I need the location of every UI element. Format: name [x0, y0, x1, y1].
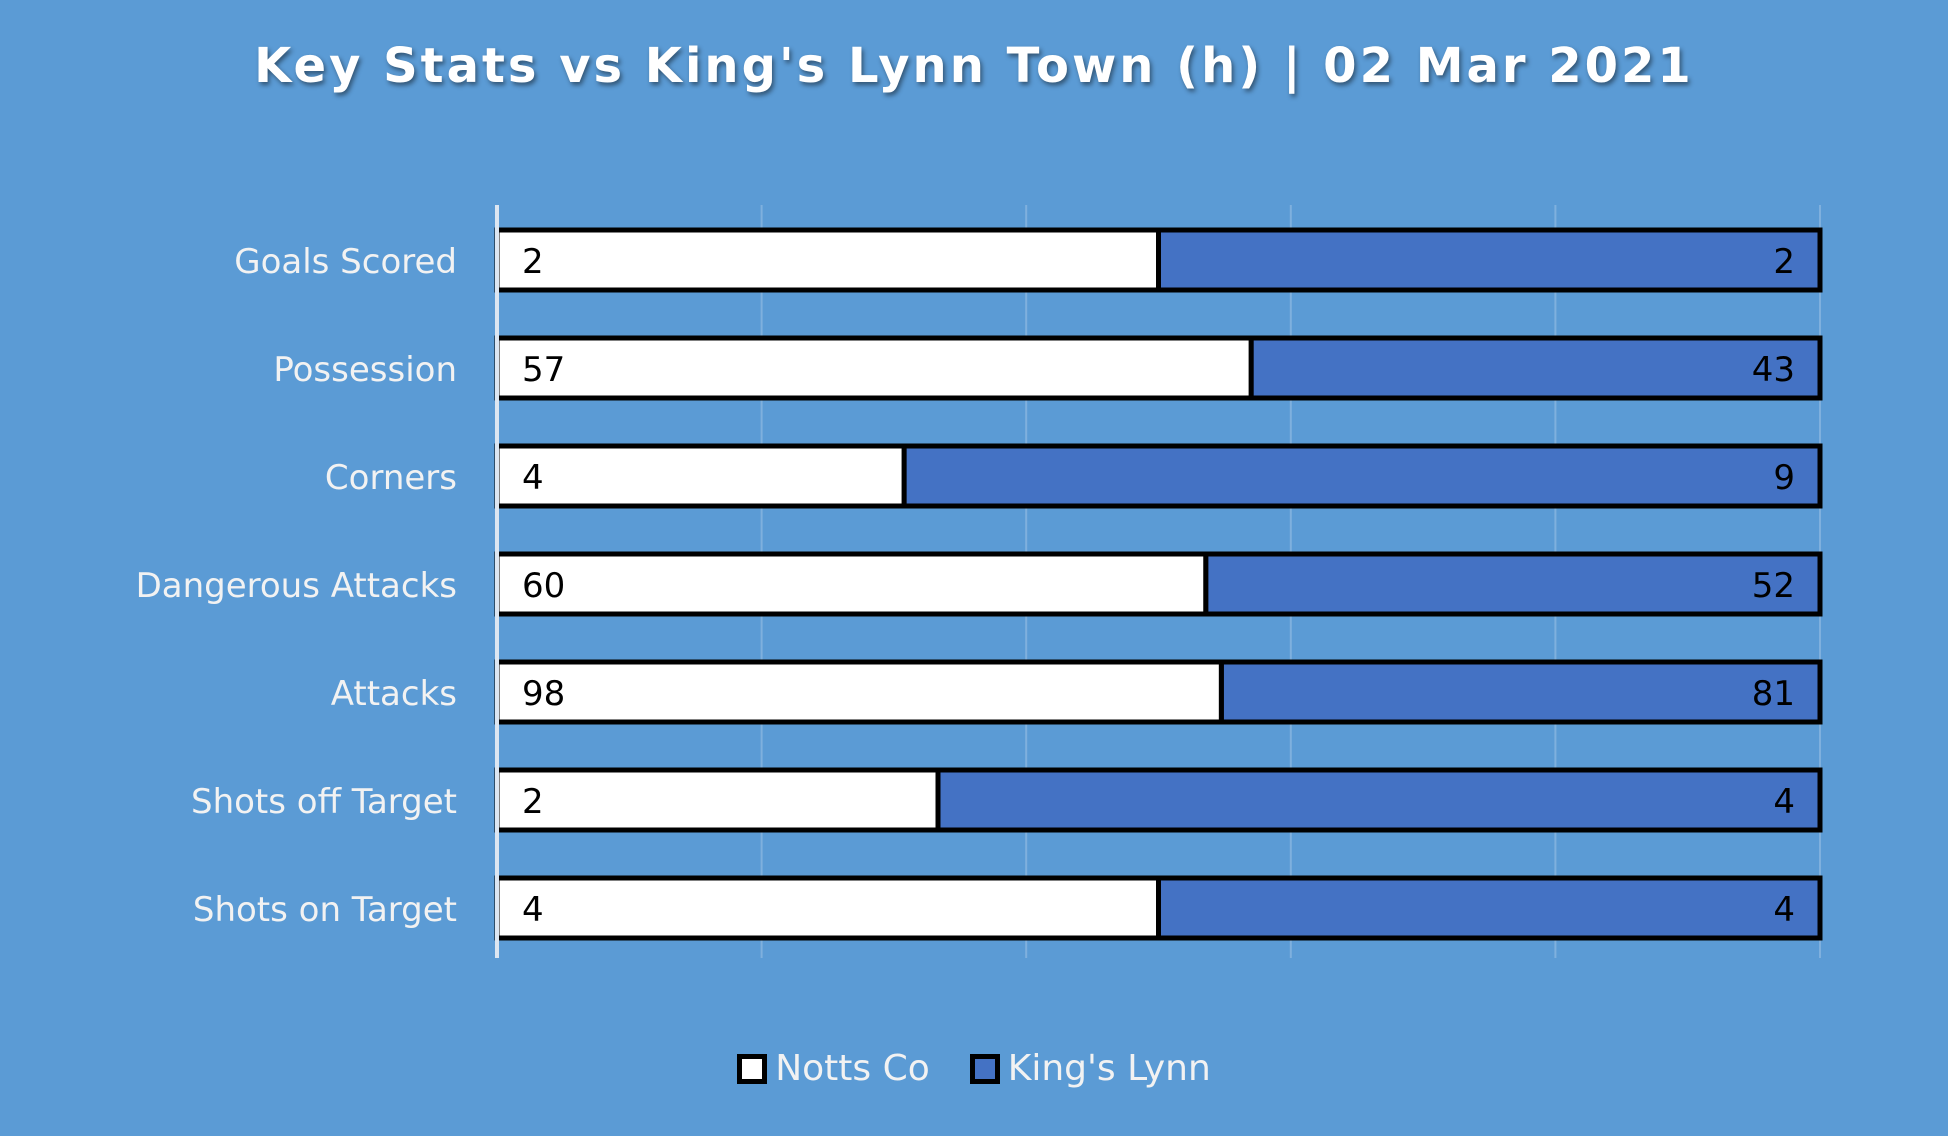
value-label-notts-co-corners: 4: [522, 458, 544, 498]
category-label-attacks: Attacks: [331, 674, 457, 714]
bar-kings-lynn-dangerous-attacks: [1203, 551, 1823, 617]
value-label-kings-lynn-dangerous-attacks: 52: [1752, 566, 1795, 606]
bar-notts-co-dangerous-attacks: [494, 551, 1209, 617]
category-label-shots-on-target: Shots on Target: [193, 890, 457, 930]
bar-kings-lynn-corners: [901, 443, 1823, 509]
bar-kings-lynn-shots-off-target: [935, 767, 1823, 833]
legend-swatch-kings-lynn: [969, 1053, 1000, 1084]
category-label-possession: Possession: [273, 350, 457, 390]
legend-item-notts-co: Notts Co: [737, 1048, 930, 1089]
bar-kings-lynn-goals-scored: [1156, 227, 1823, 293]
bar-notts-co-corners: [494, 443, 907, 509]
category-label-dangerous-attacks: Dangerous Attacks: [136, 566, 457, 606]
chart-legend: Notts Co King's Lynn: [0, 1048, 1948, 1089]
value-label-kings-lynn-possession: 43: [1752, 350, 1795, 390]
bar-notts-co-shots-on-target: [494, 875, 1161, 941]
legend-label-kings-lynn: King's Lynn: [1007, 1048, 1211, 1089]
value-label-kings-lynn-shots-on-target: 4: [1773, 890, 1795, 930]
value-label-kings-lynn-attacks: 81: [1752, 674, 1795, 714]
value-label-kings-lynn-shots-off-target: 4: [1773, 782, 1795, 822]
bar-notts-co-shots-off-target: [494, 767, 941, 833]
legend-label-notts-co: Notts Co: [775, 1048, 930, 1089]
bar-notts-co-attacks: [494, 659, 1224, 725]
value-label-notts-co-attacks: 98: [522, 674, 565, 714]
bar-kings-lynn-possession: [1248, 335, 1823, 401]
legend-item-kings-lynn: King's Lynn: [969, 1048, 1211, 1089]
bar-kings-lynn-shots-on-target: [1156, 875, 1823, 941]
legend-swatch-notts-co: [737, 1053, 768, 1084]
value-label-kings-lynn-goals-scored: 2: [1773, 242, 1795, 282]
value-label-notts-co-goals-scored: 2: [522, 242, 544, 282]
category-label-goals-scored: Goals Scored: [234, 242, 457, 282]
chart-title: Key Stats vs King's Lynn Town (h) | 02 M…: [254, 38, 1694, 94]
bar-kings-lynn-attacks: [1218, 659, 1823, 725]
value-label-kings-lynn-corners: 9: [1773, 458, 1795, 498]
value-label-notts-co-possession: 57: [522, 350, 565, 390]
category-label-shots-off-target: Shots off Target: [191, 782, 457, 822]
bar-notts-co-possession: [494, 335, 1254, 401]
value-label-notts-co-shots-on-target: 4: [522, 890, 544, 930]
value-label-notts-co-dangerous-attacks: 60: [522, 566, 565, 606]
category-label-corners: Corners: [325, 458, 457, 498]
value-label-notts-co-shots-off-target: 2: [522, 782, 544, 822]
bar-notts-co-goals-scored: [494, 227, 1161, 293]
